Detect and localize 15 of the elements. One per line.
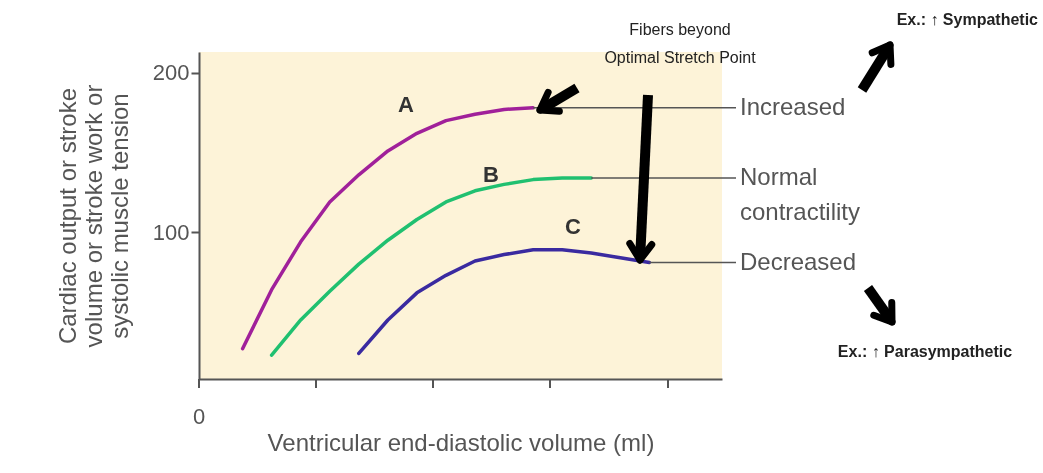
y-axis-title: Cardiac output or stroke volume or stroke work or systolic muscle tension	[53, 84, 133, 348]
text: Ex.: ↑ Parasympathetic	[837, 343, 1013, 360]
annotation: B	[483, 162, 499, 187]
x-axis-title: Ventricular end-diastolic volume (ml)	[267, 428, 655, 456]
text: Increased	[740, 92, 846, 120]
text: 0	[192, 404, 206, 429]
text: Decreased	[740, 247, 857, 275]
line-series	[357, 248, 652, 356]
text: Ex.: ↑ Sympathetic	[896, 11, 1039, 28]
text: Normal contractility	[740, 163, 861, 226]
annotation: Fibers beyond Optimal Stretch Point	[604, 21, 757, 66]
y-tick-label: 200	[152, 60, 190, 86]
annotation: A	[398, 92, 415, 117]
y-tick-label: 100	[152, 219, 190, 245]
annotation: C	[565, 214, 582, 239]
